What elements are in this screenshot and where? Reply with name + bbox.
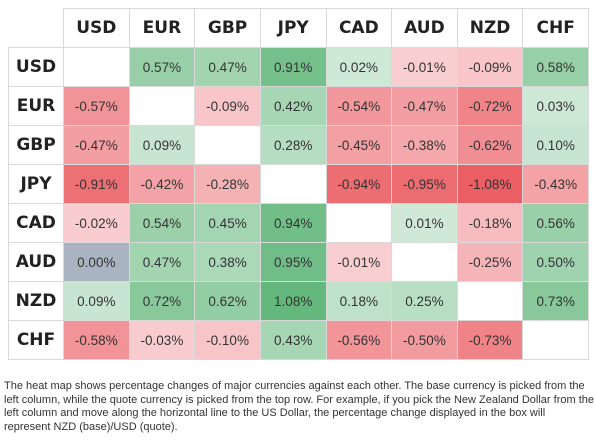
heatmap-cell-usd-usd xyxy=(63,47,130,87)
heatmap-cell-eur-gbp: -0.09% xyxy=(194,86,261,126)
table-row: JPY -0.91% -0.42% -0.28% -0.94% -0.95% -1.08% -… xyxy=(8,164,589,204)
heatmap-cell-jpy-aud: -0.95% xyxy=(391,164,458,204)
heatmap-cell-gbp-aud: -0.38% xyxy=(391,125,458,165)
heatmap-cell-gbp-jpy: 0.28% xyxy=(259,125,327,165)
heatmap-cell-aud-nzd: -0.25% xyxy=(456,242,524,282)
heatmap-cell-usd-eur: 0.57% xyxy=(128,47,196,87)
heatmap-caption: The heat map shows percentage changes of… xyxy=(4,380,594,433)
column-header-jpy: JPY xyxy=(259,8,327,48)
heatmap-cell-nzd-nzd xyxy=(456,281,524,321)
heatmap-cell-chf-jpy: 0.43% xyxy=(259,320,327,360)
column-header-usd: USD xyxy=(63,8,130,48)
heatmap-cell-eur-chf: 0.03% xyxy=(522,86,589,126)
table-row: CHF -0.58% -0.03% -0.10% 0.43% -0.56% -0.50% -0… xyxy=(8,320,589,360)
column-header-eur: EUR xyxy=(128,8,196,48)
heatmap-cell-jpy-jpy xyxy=(259,164,327,204)
heatmap-cell-gbp-gbp xyxy=(194,125,261,165)
heatmap-cell-jpy-gbp: -0.28% xyxy=(194,164,261,204)
heatmap-cell-cad-aud: 0.01% xyxy=(391,203,458,243)
heatmap-cell-usd-cad: 0.02% xyxy=(325,47,393,87)
heatmap-cell-eur-nzd: -0.72% xyxy=(456,86,524,126)
heatmap-cell-aud-eur: 0.47% xyxy=(128,242,196,282)
column-header-chf: CHF xyxy=(522,8,589,48)
heatmap-table: USD EUR GBP JPY CAD AUD NZD CHF USD 0.57% 0.47% 0.9… xyxy=(8,8,589,360)
heatmap-cell-chf-nzd: -0.73% xyxy=(456,320,524,360)
heatmap-cell-jpy-cad: -0.94% xyxy=(325,164,393,204)
heatmap-cell-nzd-gbp: 0.62% xyxy=(194,281,261,321)
row-header-jpy: JPY xyxy=(8,164,64,204)
heatmap-cell-usd-aud: -0.01% xyxy=(391,47,458,87)
heatmap-cell-gbp-chf: 0.10% xyxy=(522,125,589,165)
heatmap-cell-eur-aud: -0.47% xyxy=(391,86,458,126)
heatmap-cell-jpy-chf: -0.43% xyxy=(522,164,589,204)
heatmap-cell-chf-usd: -0.58% xyxy=(63,320,130,360)
heatmap-cell-cad-jpy: 0.94% xyxy=(259,203,327,243)
row-header-gbp: GBP xyxy=(8,125,64,165)
heatmap-cell-aud-jpy: 0.95% xyxy=(259,242,327,282)
row-header-usd: USD xyxy=(8,47,64,87)
heatmap-cell-eur-usd: -0.57% xyxy=(63,86,130,126)
heatmap-corner xyxy=(8,8,64,48)
table-row: CAD -0.02% 0.54% 0.45% 0.94% 0.01% -0.18% 0.56% xyxy=(8,203,589,243)
heatmap-cell-cad-eur: 0.54% xyxy=(128,203,196,243)
row-header-cad: CAD xyxy=(8,203,64,243)
table-row: EUR -0.57% -0.09% 0.42% -0.54% -0.47% -0.72% 0.… xyxy=(8,86,589,126)
row-header-aud: AUD xyxy=(8,242,64,282)
column-header-nzd: NZD xyxy=(456,8,524,48)
heatmap-cell-eur-eur xyxy=(128,86,196,126)
currency-heatmap: USD EUR GBP JPY CAD AUD NZD CHF USD 0.57% 0.47% 0.9… xyxy=(8,8,589,368)
heatmap-cell-gbp-usd: -0.47% xyxy=(63,125,130,165)
heatmap-cell-chf-aud: -0.50% xyxy=(391,320,458,360)
heatmap-cell-aud-chf: 0.50% xyxy=(522,242,589,282)
heatmap-cell-nzd-cad: 0.18% xyxy=(325,281,393,321)
table-row: USD 0.57% 0.47% 0.91% 0.02% -0.01% -0.09% 0.58% xyxy=(8,47,589,87)
row-header-eur: EUR xyxy=(8,86,64,126)
heatmap-cell-jpy-eur: -0.42% xyxy=(128,164,196,204)
heatmap-cell-gbp-eur: 0.09% xyxy=(128,125,196,165)
heatmap-cell-chf-eur: -0.03% xyxy=(128,320,196,360)
heatmap-cell-jpy-nzd: -1.08% xyxy=(456,164,524,204)
table-row: GBP -0.47% 0.09% 0.28% -0.45% -0.38% -0.62% 0.1… xyxy=(8,125,589,165)
heatmap-cell-usd-gbp: 0.47% xyxy=(194,47,261,87)
row-header-nzd: NZD xyxy=(8,281,64,321)
heatmap-cell-nzd-chf: 0.73% xyxy=(522,281,589,321)
heatmap-cell-nzd-aud: 0.25% xyxy=(391,281,458,321)
heatmap-cell-aud-aud xyxy=(391,242,458,282)
table-row: AUD 0.00% 0.47% 0.38% 0.95% -0.01% -0.25% 0.50% xyxy=(8,242,589,282)
heatmap-cell-gbp-cad: -0.45% xyxy=(325,125,393,165)
heatmap-cell-cad-chf: 0.56% xyxy=(522,203,589,243)
heatmap-cell-chf-gbp: -0.10% xyxy=(194,320,261,360)
heatmap-cell-usd-jpy: 0.91% xyxy=(259,47,327,87)
heatmap-cell-aud-usd: 0.00% xyxy=(63,242,130,282)
heatmap-cell-nzd-eur: 0.72% xyxy=(128,281,196,321)
heatmap-cell-usd-nzd: -0.09% xyxy=(456,47,524,87)
heatmap-cell-eur-jpy: 0.42% xyxy=(259,86,327,126)
heatmap-cell-aud-gbp: 0.38% xyxy=(194,242,261,282)
column-header-aud: AUD xyxy=(391,8,458,48)
heatmap-cell-cad-nzd: -0.18% xyxy=(456,203,524,243)
heatmap-cell-nzd-usd: 0.09% xyxy=(63,281,130,321)
heatmap-cell-eur-cad: -0.54% xyxy=(325,86,393,126)
heatmap-cell-chf-chf xyxy=(522,320,589,360)
heatmap-cell-cad-cad xyxy=(325,203,393,243)
column-header-cad: CAD xyxy=(325,8,393,48)
heatmap-cell-gbp-nzd: -0.62% xyxy=(456,125,524,165)
table-row: NZD 0.09% 0.72% 0.62% 1.08% 0.18% 0.25% 0.73% xyxy=(8,281,589,321)
heatmap-cell-cad-usd: -0.02% xyxy=(63,203,130,243)
heatmap-cell-cad-gbp: 0.45% xyxy=(194,203,261,243)
heatmap-cell-aud-cad: -0.01% xyxy=(325,242,393,282)
heatmap-cell-jpy-usd: -0.91% xyxy=(63,164,130,204)
row-header-chf: CHF xyxy=(8,320,64,360)
column-header-gbp: GBP xyxy=(194,8,261,48)
heatmap-cell-chf-cad: -0.56% xyxy=(325,320,393,360)
heatmap-cell-usd-chf: 0.58% xyxy=(522,47,589,87)
heatmap-cell-nzd-jpy: 1.08% xyxy=(259,281,327,321)
